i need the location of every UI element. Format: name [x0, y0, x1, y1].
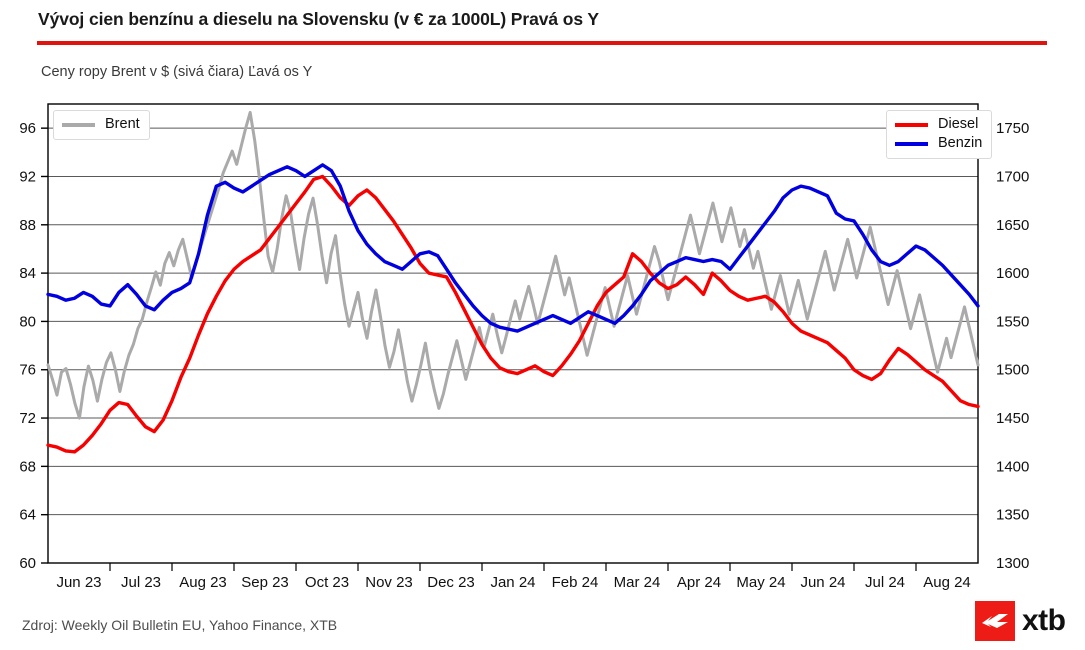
x-axis-label: Mar 24	[614, 574, 661, 591]
x-axis-label: Jul 24	[865, 574, 905, 591]
legend-label-brent: Brent	[105, 116, 140, 133]
x-axis-label: Jun 23	[56, 574, 101, 591]
y-axis-label-left: 96	[19, 120, 36, 137]
legend-swatch-brent	[62, 122, 95, 127]
xtb-bird-icon	[975, 601, 1015, 641]
xtb-wordmark: xtb	[1022, 604, 1066, 637]
y-axis-label-left: 76	[19, 362, 36, 379]
x-axis-label: Nov 23	[365, 574, 413, 591]
x-axis-label: May 24	[736, 574, 785, 591]
y-axis-label-right: 1400	[996, 458, 1029, 475]
legend-item-benzin[interactable]: Benzin	[895, 134, 982, 153]
x-axis-label: Oct 23	[305, 574, 349, 591]
legend-swatch-diesel	[895, 122, 928, 127]
source-note: Zdroj: Weekly Oil Bulletin EU, Yahoo Fin…	[22, 617, 338, 633]
y-axis-label-left: 60	[19, 555, 36, 572]
x-axis-label: Dec 23	[427, 574, 475, 591]
x-axis-label: Sep 23	[241, 574, 289, 591]
page-title: Vývoj cien benzínu a dieselu na Slovensk…	[38, 9, 599, 29]
y-axis-label-right: 1300	[996, 555, 1029, 572]
legend-item-brent[interactable]: Brent	[62, 115, 140, 134]
y-axis-label-left: 88	[19, 217, 36, 234]
series-line-diesel	[46, 174, 980, 454]
legend-fuels[interactable]: Diesel Benzin	[886, 110, 993, 159]
y-axis-label-right: 1600	[996, 265, 1029, 282]
legend-label-benzin: Benzin	[938, 135, 983, 152]
xtb-mark-svg	[975, 601, 1015, 641]
title-underline-rule	[37, 41, 1047, 45]
xtb-logo: xtb	[975, 601, 1066, 641]
chart-subtitle: Ceny ropy Brent v $ (sivá čiara) Ľavá os…	[41, 64, 313, 80]
x-axis-label: Feb 24	[552, 574, 599, 591]
y-axis-label-right: 1550	[996, 313, 1029, 330]
x-axis-label: Jul 23	[121, 574, 161, 591]
y-axis-label-left: 68	[19, 458, 36, 475]
x-axis-label: Jan 24	[490, 574, 535, 591]
y-axis-label-left: 92	[19, 168, 36, 185]
x-axis-label: Apr 24	[677, 574, 721, 591]
series-line-benzin	[46, 163, 980, 333]
x-axis-label: Aug 24	[923, 574, 971, 591]
y-axis-label-left: 84	[19, 265, 36, 282]
y-axis-label-left: 64	[19, 507, 36, 524]
x-axis-label: Aug 23	[179, 574, 227, 591]
legend-brent[interactable]: Brent	[53, 110, 150, 140]
x-axis-label: Jun 24	[800, 574, 845, 591]
y-axis-label-left: 80	[19, 313, 36, 330]
y-axis-label-right: 1750	[996, 120, 1029, 137]
legend-swatch-benzin	[895, 141, 928, 146]
y-axis-label-right: 1500	[996, 362, 1029, 379]
legend-label-diesel: Diesel	[938, 116, 979, 133]
y-axis-label-left: 72	[19, 410, 36, 427]
plot-border	[47, 103, 979, 564]
y-axis-label-right: 1700	[996, 168, 1029, 185]
y-axis-label-right: 1650	[996, 217, 1029, 234]
y-axis-label-right: 1450	[996, 410, 1029, 427]
legend-item-diesel[interactable]: Diesel	[895, 115, 982, 134]
y-axis-label-right: 1350	[996, 507, 1029, 524]
